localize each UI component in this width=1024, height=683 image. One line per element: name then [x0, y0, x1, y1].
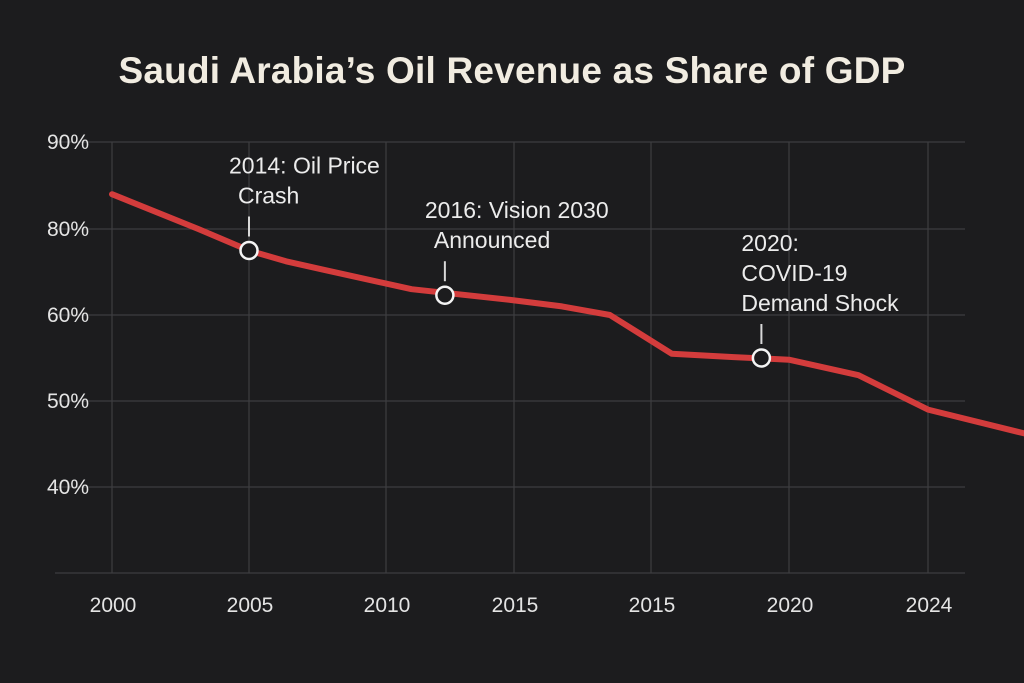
annotation-label: 2016: Vision 2030: [425, 197, 609, 223]
annotation-label: COVID-19: [741, 260, 847, 286]
annotation-label: Demand Shock: [741, 290, 899, 316]
annotation-marker: [751, 348, 772, 368]
annotation-label: Crash: [238, 183, 299, 209]
x-tick-label: 2005: [227, 594, 274, 617]
annotation-label: 2020:: [741, 230, 799, 256]
annotation-1: 2014: Oil Price Crash: [229, 153, 380, 261]
annotation-label: Announced: [434, 227, 550, 253]
annotation-2: 2016: Vision 2030 Announced: [425, 197, 609, 305]
x-tick-label: 2024: [906, 594, 953, 617]
y-tick-label: 40%: [47, 476, 89, 499]
y-tick-label: 60%: [47, 304, 89, 327]
annotation-marker: [435, 285, 455, 305]
y-tick-label: 50%: [47, 390, 89, 413]
annotation-label: 2014: Oil Price: [229, 153, 380, 179]
annotation-3: 2020: COVID-19 Demand Shock: [741, 230, 899, 368]
annotation-marker: [239, 240, 259, 261]
chart-title: Saudi Arabia’s Oil Revenue as Share of G…: [118, 50, 906, 91]
x-tick-label: 2015: [492, 594, 539, 617]
grid: [55, 141, 965, 574]
x-tick-label: 2015: [629, 594, 676, 617]
x-tick-label: 2020: [767, 594, 814, 617]
x-tick-label: 2000: [90, 594, 137, 617]
y-tick-label: 90%: [47, 131, 89, 154]
y-tick-label: 80%: [47, 218, 89, 241]
series-line: [109, 191, 1024, 437]
x-tick-label: 2010: [364, 594, 411, 617]
